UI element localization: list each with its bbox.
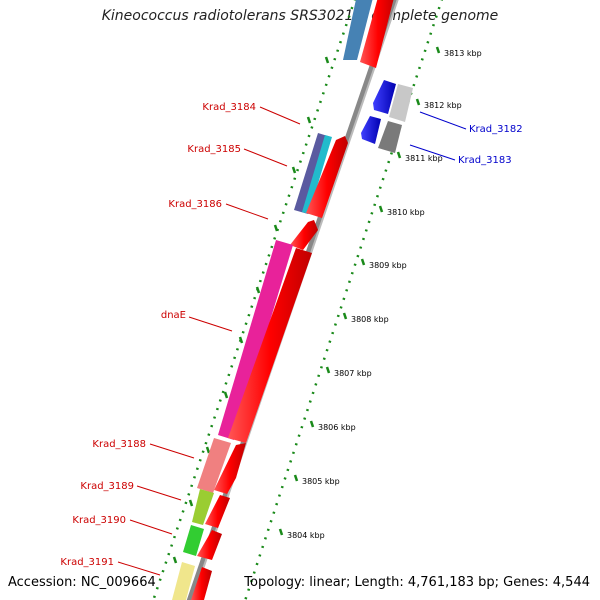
genome-stats-text: Topology: linear; Length: 4,761,183 bp; … xyxy=(244,575,590,590)
gene-label-krad3184[interactable]: Krad_3184 xyxy=(202,102,256,113)
gene-block-krad3185-cyan xyxy=(302,135,332,214)
tick-mark xyxy=(396,151,402,159)
accession-text: Accession: NC_009664 xyxy=(8,575,156,590)
tick-mark xyxy=(306,116,312,124)
tick-label: 3806 kbp xyxy=(318,423,356,432)
gene-callouts: Krad_3182 Krad_3183 Krad_3184 Krad_3185 Krad… xyxy=(60,102,523,576)
tick-mark xyxy=(273,224,279,232)
tick-mark xyxy=(172,556,178,564)
gene-block-krad3182 xyxy=(373,80,396,114)
tick-label: 3808 kbp xyxy=(351,315,389,324)
tick-mark xyxy=(360,258,366,266)
gene-block-krad3188 xyxy=(197,438,231,493)
leader-line-krad3189 xyxy=(136,485,182,501)
leader-line-krad3183 xyxy=(409,144,456,161)
gene-block-krad3183 xyxy=(361,116,381,144)
gene-block-krad3182-grey xyxy=(389,84,413,122)
tick-mark xyxy=(223,391,229,399)
gene-label-krad3188[interactable]: Krad_3188 xyxy=(92,439,146,450)
tick-mark xyxy=(309,420,315,428)
tick-mark xyxy=(188,499,194,507)
tick-mark xyxy=(278,528,284,536)
gene-block-dnae-red xyxy=(228,248,312,443)
gene-block-krad3183-grey xyxy=(378,121,402,153)
tick-mark xyxy=(342,312,348,320)
gene-label-krad3191[interactable]: Krad_3191 xyxy=(60,557,114,568)
gene-block-krad3188-red xyxy=(214,443,246,494)
gene-block-krad3190-red xyxy=(197,530,222,560)
gene-label-krad3182[interactable]: Krad_3182 xyxy=(469,124,523,135)
gene-block-krad3191 xyxy=(172,562,195,600)
gene-label-krad3185[interactable]: Krad_3185 xyxy=(187,144,241,155)
tick-mark xyxy=(238,336,244,344)
tick-label: 3812 kbp xyxy=(424,101,462,110)
gene-block-krad3191-red xyxy=(191,567,212,600)
tick-mark xyxy=(205,446,211,454)
tick-label: 3809 kbp xyxy=(369,261,407,270)
gene-block-krad3189-red xyxy=(205,495,230,528)
leader-line-krad3185 xyxy=(243,148,288,167)
leader-line-krad3190 xyxy=(129,519,173,535)
tick-label: 3805 kbp xyxy=(302,477,340,486)
tick-label: 3813 kbp xyxy=(444,49,482,58)
gene-label-krad3189[interactable]: Krad_3189 xyxy=(80,481,134,492)
tick-labels: 3813 kbp 3812 kbp 3811 kbp 3810 kbp 3809 kbp… xyxy=(287,49,482,540)
leader-line-krad3188 xyxy=(149,443,195,459)
gene-label-krad3190[interactable]: Krad_3190 xyxy=(72,515,126,526)
gene-block-krad3185 xyxy=(306,136,348,218)
gene-label-dnae[interactable]: dnaE xyxy=(161,310,186,321)
gene-label-krad3183[interactable]: Krad_3183 xyxy=(458,155,512,166)
gene-label-krad3186[interactable]: Krad_3186 xyxy=(168,199,222,210)
tick-mark xyxy=(324,56,330,64)
tick-label: 3807 kbp xyxy=(334,369,372,378)
gene-block-krad3189 xyxy=(192,489,214,525)
left-dotted-ruler xyxy=(152,0,356,600)
gene-block-top-red xyxy=(360,0,394,68)
gene-block-krad3186 xyxy=(290,220,318,250)
map-title: Kineococcus radiotolerans SRS30216, comp… xyxy=(101,8,499,24)
tick-label: 3804 kbp xyxy=(287,531,325,540)
leader-line-krad3184 xyxy=(259,106,301,125)
gene-block-dnae xyxy=(218,240,293,440)
leader-line-krad3186 xyxy=(225,203,269,220)
leader-line-krad3182 xyxy=(419,111,467,130)
tick-mark xyxy=(291,166,297,174)
tick-mark xyxy=(378,205,384,213)
tick-label: 3810 kbp xyxy=(387,208,425,217)
leader-line-dnae xyxy=(188,316,233,332)
tick-marks xyxy=(172,46,441,564)
tick-mark xyxy=(415,98,421,106)
tick-mark xyxy=(255,286,261,294)
tick-mark xyxy=(435,46,441,54)
leader-line-krad3191 xyxy=(117,561,161,576)
gene-block-krad3190 xyxy=(183,525,204,556)
gene-block-top-steelblue xyxy=(343,0,373,60)
tick-mark xyxy=(325,366,331,374)
tick-mark xyxy=(293,474,299,482)
tick-label: 3811 kbp xyxy=(405,154,443,163)
